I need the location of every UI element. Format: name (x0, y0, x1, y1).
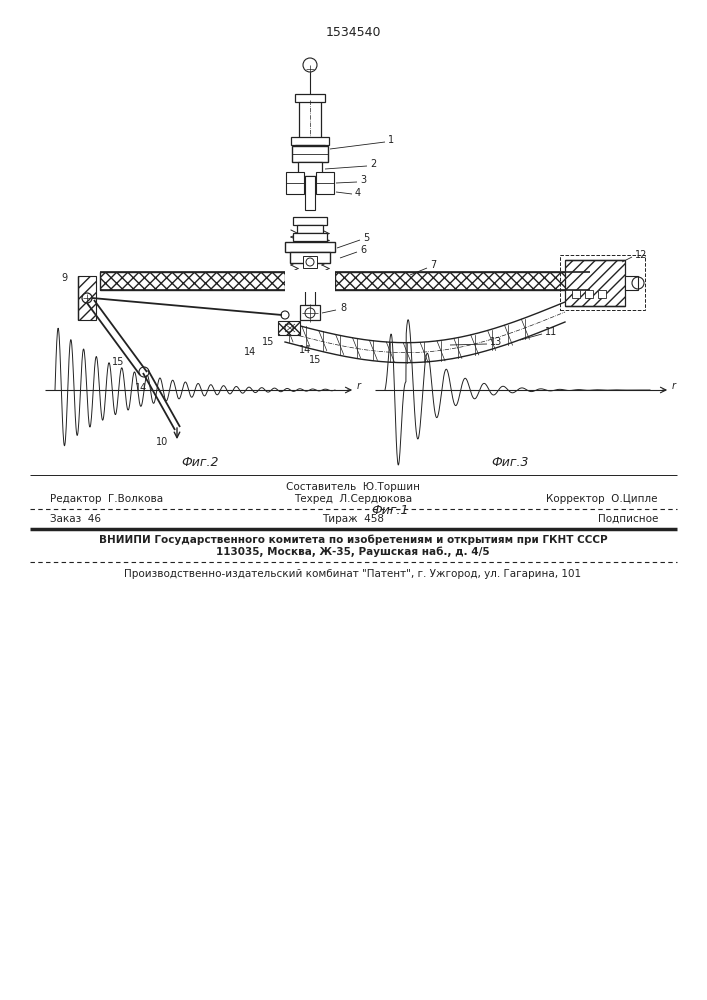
Bar (286, 172, 304, 194)
Text: 1534540: 1534540 (325, 25, 381, 38)
Text: Тираж  458: Тираж 458 (322, 514, 384, 524)
Bar (293, 233, 327, 241)
Bar (305, 176, 315, 210)
Bar (303, 256, 317, 268)
Text: 15: 15 (309, 355, 321, 365)
Text: Редактор  Г.Волкова: Редактор Г.Волкова (50, 494, 163, 504)
Text: Подписное: Подписное (597, 514, 658, 524)
Bar (298, 162, 322, 176)
Bar (565, 260, 625, 306)
Text: 7: 7 (430, 260, 436, 270)
Bar (295, 145, 325, 153)
Text: 113035, Москва, Ж-35, Раушская наб., д. 4/5: 113035, Москва, Ж-35, Раушская наб., д. … (216, 547, 490, 557)
Text: 3: 3 (360, 175, 366, 185)
Bar (585, 290, 593, 298)
Bar (100, 272, 590, 290)
Text: 12: 12 (635, 250, 648, 260)
Bar (293, 217, 327, 225)
Text: 15: 15 (112, 357, 124, 367)
Text: 5: 5 (363, 233, 369, 243)
Text: 8: 8 (340, 303, 346, 313)
Text: Составитель  Ю.Торшин: Составитель Ю.Торшин (286, 482, 420, 492)
Bar (295, 94, 325, 102)
Bar (560, 255, 645, 310)
Text: Заказ  46: Заказ 46 (50, 514, 101, 524)
Text: Фиг.1: Фиг.1 (371, 504, 409, 516)
Text: 14: 14 (244, 347, 256, 357)
Text: 1: 1 (388, 135, 394, 145)
Bar (572, 290, 580, 298)
Bar (291, 137, 329, 145)
Text: 6: 6 (360, 245, 366, 255)
Text: 9: 9 (62, 273, 68, 283)
Bar (292, 146, 328, 162)
Text: 4: 4 (355, 188, 361, 198)
Text: 2: 2 (370, 159, 376, 169)
Text: ВНИИПИ Государственного комитета по изобретениям и открытиям при ГКНТ СССР: ВНИИПИ Государственного комитета по изоб… (99, 535, 607, 545)
Text: r: r (672, 381, 676, 391)
Text: 14: 14 (135, 383, 147, 393)
Bar (285, 270, 335, 292)
Bar (300, 305, 320, 320)
Bar (625, 276, 638, 290)
Text: 11: 11 (545, 327, 557, 337)
Text: Фиг.2: Фиг.2 (181, 456, 218, 468)
Text: 15: 15 (262, 337, 274, 347)
Text: Техред  Л.Сердюкова: Техред Л.Сердюкова (294, 494, 412, 504)
Text: Корректор  О.Ципле: Корректор О.Ципле (547, 494, 658, 504)
Bar (297, 225, 323, 233)
Text: Производственно-издательский комбинат "Патент", г. Ужгород, ул. Гагарина, 101: Производственно-издательский комбинат "П… (124, 569, 582, 579)
Bar (290, 252, 330, 263)
Text: 14: 14 (299, 345, 311, 355)
Text: r: r (357, 381, 361, 391)
Bar (78, 276, 96, 320)
Bar (278, 321, 300, 335)
Bar (305, 290, 315, 305)
Text: 13: 13 (490, 337, 502, 347)
Text: 10: 10 (156, 437, 168, 447)
Bar (316, 172, 334, 194)
Bar (285, 242, 335, 252)
Text: Фиг.3: Фиг.3 (491, 456, 529, 468)
Bar (598, 290, 606, 298)
